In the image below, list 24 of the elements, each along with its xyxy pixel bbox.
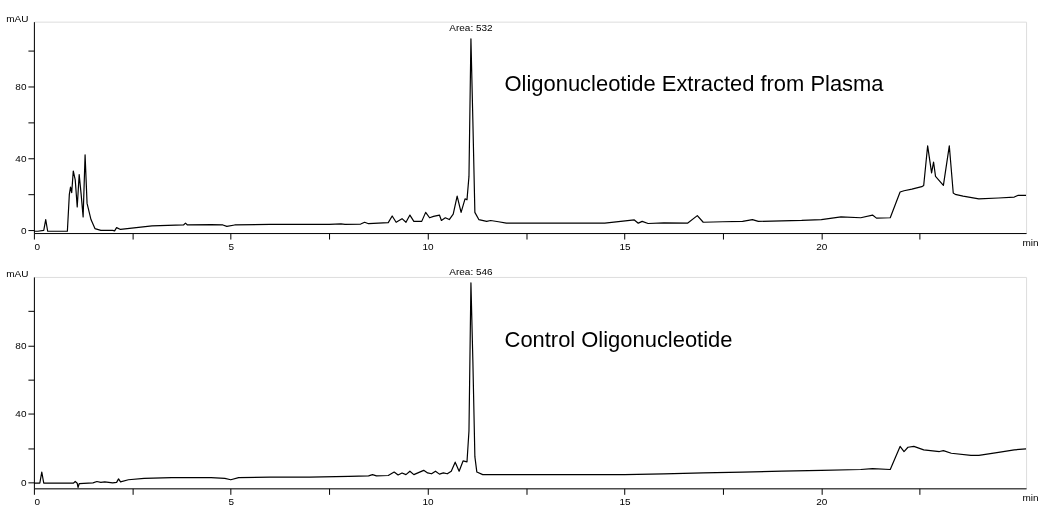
y-tick-label: 40 bbox=[15, 152, 27, 164]
x-tick-label: 5 bbox=[228, 240, 235, 252]
x-tick-label: 20 bbox=[816, 240, 828, 252]
annotation: Area: 546 bbox=[449, 265, 493, 277]
y-axis-title: mAU bbox=[6, 268, 29, 280]
y-tick-label: 80 bbox=[15, 80, 27, 92]
y-tick-label: 0 bbox=[20, 476, 27, 488]
x-axis-title: min bbox=[1022, 236, 1039, 248]
y-tick-label: 0 bbox=[20, 224, 27, 236]
y-tick-label: 80 bbox=[15, 339, 27, 351]
annotation: Control Oligonucleotide bbox=[504, 326, 733, 352]
x-tick-label: 15 bbox=[619, 495, 631, 507]
x-tick-label: 0 bbox=[34, 495, 41, 507]
x-axis-title: min bbox=[1022, 491, 1039, 503]
x-tick-label: 10 bbox=[422, 495, 435, 507]
x-tick-label: 0 bbox=[34, 240, 41, 252]
x-tick-label: 15 bbox=[619, 240, 631, 252]
x-tick-label: 5 bbox=[228, 495, 235, 507]
annotation: Oligonucleotide Extracted from Plasma bbox=[504, 71, 885, 97]
x-tick-label: 10 bbox=[422, 240, 435, 252]
x-tick-label: 20 bbox=[816, 495, 828, 507]
y-axis-title: mAU bbox=[6, 13, 29, 25]
annotation: Area: 532 bbox=[449, 21, 493, 33]
y-tick-label: 40 bbox=[15, 408, 27, 420]
